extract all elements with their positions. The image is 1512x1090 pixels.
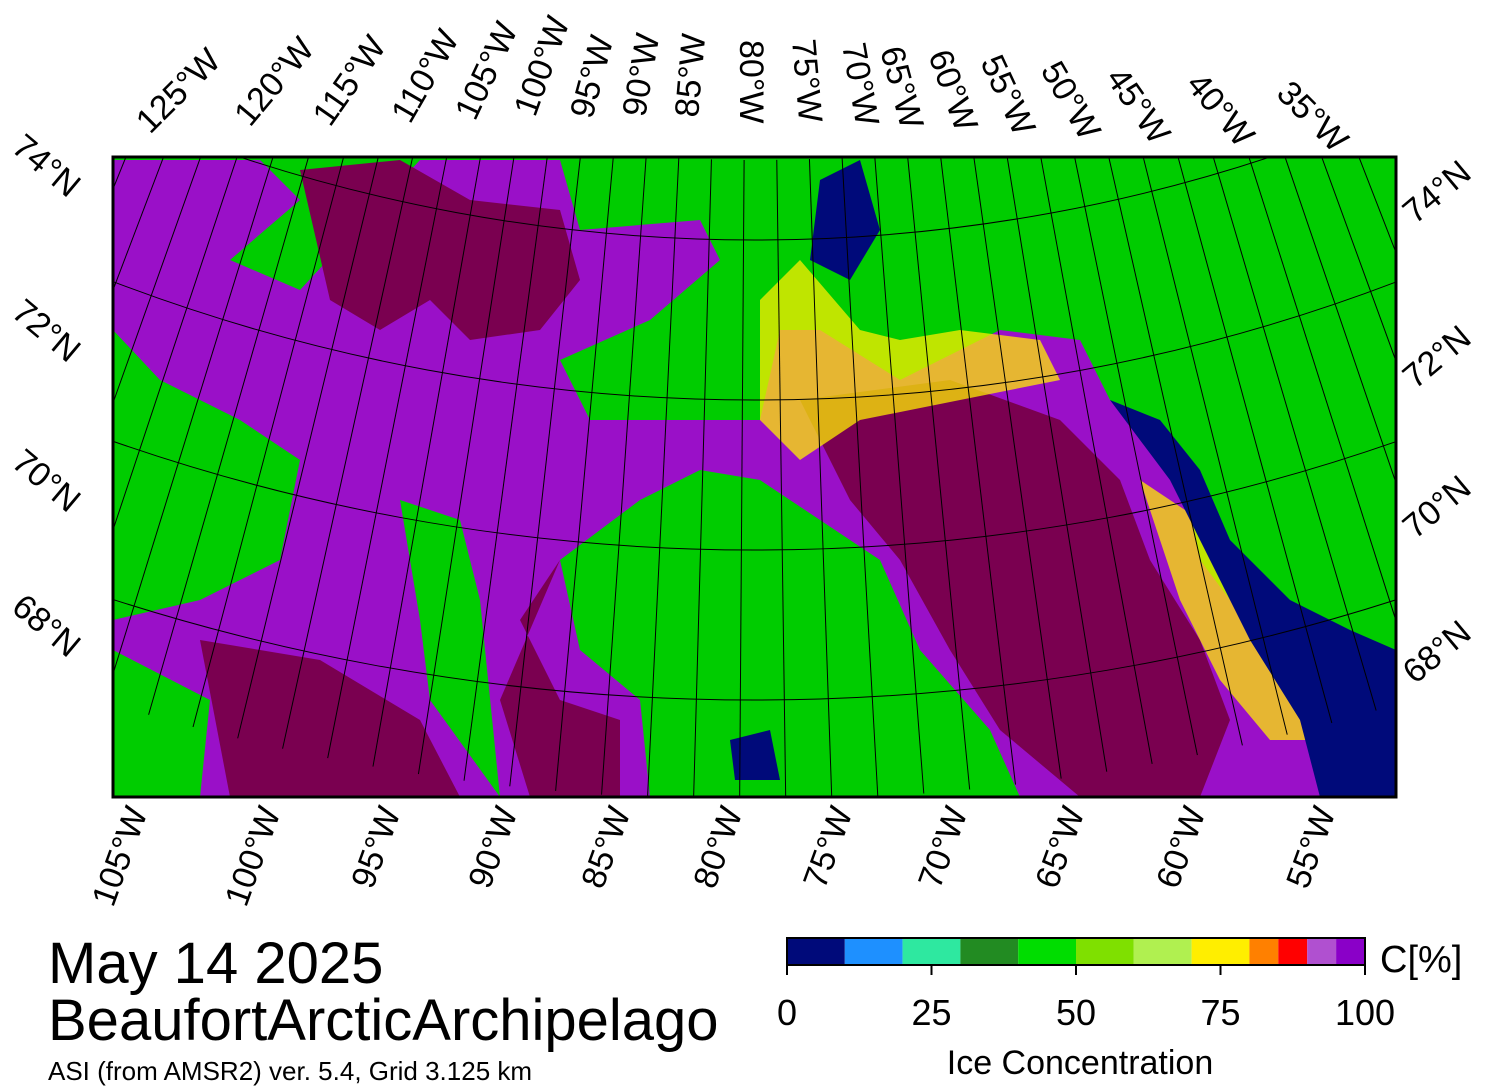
meridian: [555, 157, 614, 791]
meridian: [808, 159, 833, 797]
meridian: [1040, 157, 1153, 764]
longitude-label: 115°W: [305, 29, 393, 133]
meridian: [417, 157, 515, 775]
colorbar-tick-label: 100: [1335, 992, 1395, 1033]
longitude-label: 85°W: [668, 32, 713, 119]
colorbar-tick-label: 0: [777, 992, 797, 1033]
colorbar-segment: [902, 938, 961, 965]
meridian: [509, 157, 581, 787]
ice-region: [200, 160, 1230, 797]
longitude-label: 95°W: [344, 802, 408, 893]
meridian: [327, 157, 448, 759]
latitude-label: 70°N: [1396, 468, 1479, 546]
latitude-label: 74°N: [1396, 153, 1479, 231]
meridian: [1380, 30, 1512, 616]
meridian: [776, 159, 787, 797]
longitude-label: 50°W: [1033, 55, 1108, 146]
meridian: [907, 157, 971, 790]
longitude-label: 105°W: [85, 802, 156, 911]
longitude-label: 55°W: [973, 49, 1043, 141]
colorbar-tick-label: 25: [911, 992, 951, 1033]
colorbar-segment: [787, 938, 845, 965]
subtitle: ASI (from AMSR2) ver. 5.4, Grid 3.125 km: [48, 1056, 532, 1086]
colorbar-label: Ice Concentration: [947, 1044, 1214, 1082]
longitude-label: 120°W: [227, 30, 322, 133]
longitude-label: 80°W: [732, 40, 770, 124]
meridian: [739, 159, 745, 797]
colorbar-tick-label: 75: [1200, 992, 1240, 1033]
longitude-label: 125°W: [129, 41, 228, 140]
colorbar-segment: [1249, 938, 1279, 965]
date: May 14 2025: [48, 931, 383, 996]
meridian: [113, 157, 274, 676]
colorbar-segment: [1191, 938, 1250, 965]
meridian: [601, 157, 647, 795]
meridian: [1177, 157, 1333, 724]
meridian: [1284, 157, 1396, 485]
meridian: [647, 158, 680, 797]
colorbar-segment: [1278, 938, 1308, 965]
meridian: [841, 157, 879, 797]
meridian: [1497, 0, 1512, 535]
meridian: [1321, 157, 1396, 363]
longitude-label: 70°W: [911, 802, 975, 893]
meridian: [874, 157, 925, 794]
latitude-label: 68°N: [1396, 613, 1479, 691]
longitude-label: 45°W: [1098, 61, 1177, 151]
longitude-label: 55°W: [1279, 802, 1343, 893]
meridian: [237, 157, 379, 739]
latitude-label: 70°N: [5, 442, 88, 520]
colorbar-segment: [1076, 938, 1134, 965]
meridian: [148, 157, 310, 715]
latitude-label: 74°N: [5, 127, 88, 205]
meridian: [940, 157, 1016, 785]
latitude-label: 72°N: [1396, 318, 1479, 396]
colorbar-segment: [1336, 938, 1365, 965]
meridian: [113, 157, 202, 405]
colorbar-segment: [1018, 938, 1076, 965]
meridian: [1142, 157, 1288, 735]
colorbar-segment: [844, 938, 903, 965]
map: [111, 0, 1512, 799]
meridian: [973, 157, 1062, 779]
meridian: [463, 157, 548, 781]
meridian: [1108, 157, 1243, 746]
longitude-label: 100°W: [218, 802, 289, 911]
meridian: [1248, 157, 1396, 623]
longitude-label: 85°W: [574, 802, 638, 893]
colorbar-segment: [1307, 938, 1337, 965]
meridian: [693, 159, 712, 797]
colorbar-tick-label: 50: [1056, 992, 1096, 1033]
longitude-label: 75°W: [784, 37, 829, 124]
latitude-label: 72°N: [5, 292, 88, 370]
longitude-label: 60°W: [1149, 802, 1213, 893]
ice-edge: [760, 260, 1310, 740]
longitude-label: 90°W: [461, 802, 525, 893]
longitude-label: 40°W: [1179, 66, 1262, 154]
longitude-label: 90°W: [615, 31, 667, 120]
longitude-label: 95°W: [563, 32, 621, 123]
meridian: [372, 157, 481, 767]
meridian: [1468, 0, 1512, 557]
meridian: [1074, 157, 1198, 756]
open-water: [730, 160, 1396, 797]
longitude-label: 35°W: [1269, 74, 1355, 160]
longitude-label: 65°W: [1028, 802, 1092, 893]
parallel: [238, 157, 1272, 241]
longitude-label: 75°W: [796, 802, 860, 893]
meridian: [1212, 157, 1377, 711]
meridian: [113, 157, 238, 532]
colorbar-unit: C[%]: [1380, 939, 1462, 981]
region-name: BeaufortArcticArchipelago: [48, 988, 719, 1053]
meridian: [192, 157, 345, 728]
latitude-label: 68°N: [5, 587, 88, 665]
longitude-label: 80°W: [686, 802, 750, 893]
colorbar-segment: [1133, 938, 1192, 965]
colorbar-segment: [960, 938, 1019, 965]
meridian: [282, 157, 414, 749]
meridian: [1006, 157, 1108, 772]
graticule: [113, 0, 1512, 797]
map-frame: [111, 155, 1398, 799]
